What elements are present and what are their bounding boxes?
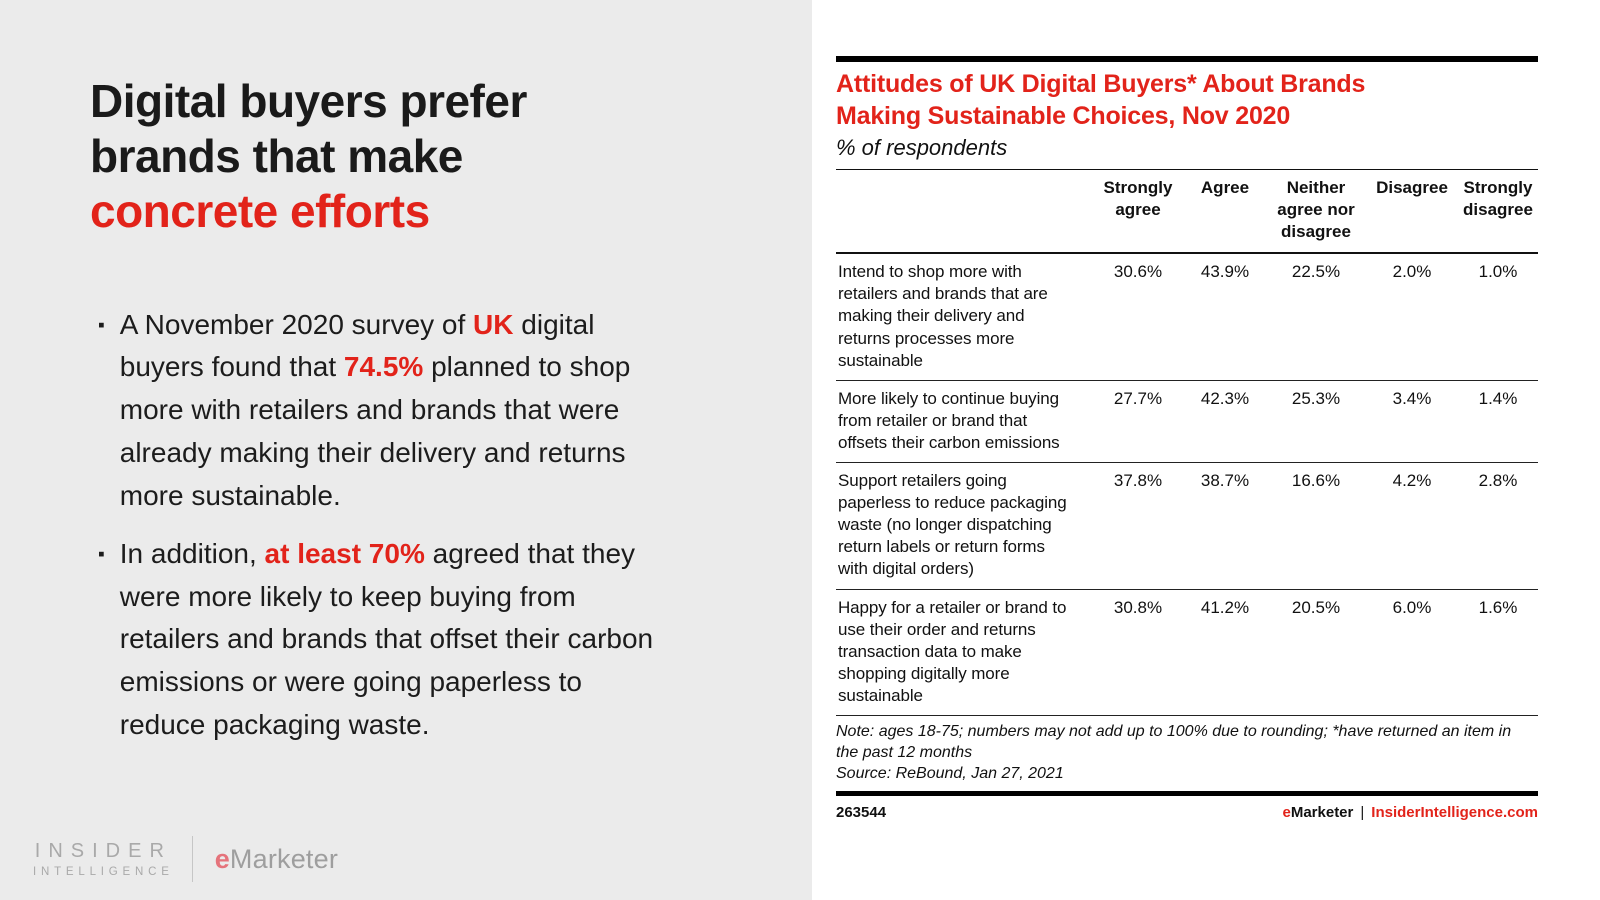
exhibit-subtitle: % of respondents (836, 135, 1008, 160)
insider-intelligence-logo: INSIDER INTELLIGENCE (33, 840, 174, 878)
table-header-row: Strongly agree Agree Neither agree nor d… (836, 169, 1538, 255)
footer-emarketer-e: e (1282, 804, 1291, 822)
bullet2-seg3: agreed that they were more likely to kee… (119, 537, 654, 741)
bullet-text-1: A November 2020 survey of UK digital buy… (120, 304, 668, 518)
bullet2-seg1: In addition, (119, 537, 265, 569)
row-value: 1.4% (1458, 380, 1538, 464)
footer-separator: | (1360, 804, 1365, 822)
slide-title-line3-accent: concrete efforts (90, 185, 430, 238)
column-header-strongly-agree: Strongly agree (1092, 169, 1184, 255)
bullet1-seg3: digital buyers found that (119, 308, 595, 383)
exhibit-top-rule (836, 56, 1538, 62)
emarketer-logo-text: Marketer (229, 843, 339, 874)
row-value: 3.4% (1366, 380, 1458, 464)
table-row: Support retailers going paperless to red… (836, 462, 1538, 590)
survey-results-table: Strongly agree Agree Neither agree nor d… (836, 169, 1538, 716)
logo-divider (191, 836, 193, 882)
corner-cell (836, 169, 1092, 255)
exhibit-title: Attitudes of UK Digital Buyers* About Br… (836, 69, 1538, 132)
bullet-text-2: In addition, at least 70% agreed that th… (120, 533, 668, 747)
row-value: 43.9% (1184, 253, 1266, 381)
bullet-item-2: ▪ In addition, at least 70% agreed that … (98, 533, 812, 747)
column-header-agree: Agree (1184, 169, 1266, 255)
bullet1-seg2-accent: UK (473, 308, 514, 340)
insider-logo-line1: INSIDER (34, 840, 172, 862)
exhibit-note: Note: ages 18-75; numbers may not add up… (836, 722, 1512, 784)
row-value: 6.0% (1366, 589, 1458, 716)
source-text: Source: ReBound, Jan 27, 2021 (836, 764, 1064, 782)
row-value: 42.3% (1184, 380, 1266, 464)
insider-logo-line2: INTELLIGENCE (33, 866, 174, 878)
exhibit-bottom-rule (836, 791, 1538, 797)
note-text: Note: ages 18-75; numbers may not add up… (836, 722, 1512, 761)
row-value: 38.7% (1184, 462, 1266, 590)
emarketer-logo-e-icon: e (214, 843, 230, 874)
bullet1-seg1: A November 2020 survey of (119, 308, 474, 340)
row-value: 25.3% (1266, 380, 1366, 464)
footer-site-link: InsiderIntelligence.com (1371, 804, 1538, 822)
row-value: 16.6% (1266, 462, 1366, 590)
row-value: 1.6% (1458, 589, 1538, 716)
row-value: 41.2% (1184, 589, 1266, 716)
row-value: 30.8% (1092, 589, 1184, 716)
bullet-square-icon: ▪ (98, 543, 105, 565)
emarketer-logo: eMarketer (215, 844, 338, 875)
exhibit-id: 263544 (836, 804, 887, 822)
row-value: 1.0% (1458, 253, 1538, 381)
bullet-item-1: ▪ A November 2020 survey of UK digital b… (98, 304, 812, 518)
row-value: 4.2% (1366, 462, 1458, 590)
row-label: More likely to continue buying from reta… (836, 380, 1092, 464)
slide-title: Digital buyers prefer brands that make c… (90, 74, 812, 240)
column-header-neither: Neither agree nor disagree (1266, 169, 1366, 255)
row-value: 37.8% (1092, 462, 1184, 590)
table-row: Intend to shop more with retailers and b… (836, 253, 1538, 381)
row-value: 30.6% (1092, 253, 1184, 381)
column-header-strongly-disagree: Strongly disagree (1458, 169, 1538, 255)
exhibit-table-card: Attitudes of UK Digital Buyers* About Br… (836, 56, 1538, 821)
bullet-square-icon: ▪ (98, 314, 105, 336)
bullet-list: ▪ A November 2020 survey of UK digital b… (98, 304, 812, 747)
row-value: 22.5% (1266, 253, 1366, 381)
brand-logos: INSIDER INTELLIGENCE eMarketer (33, 836, 338, 882)
left-panel: Digital buyers prefer brands that make c… (0, 0, 812, 900)
bullet1-seg4-accent: 74.5% (343, 351, 424, 383)
row-value: 20.5% (1266, 589, 1366, 716)
right-panel: Attitudes of UK Digital Buyers* About Br… (812, 0, 1600, 900)
row-value: 2.8% (1458, 462, 1538, 590)
slide-title-line2: brands that make (90, 130, 463, 183)
table-row: More likely to continue buying from reta… (836, 380, 1538, 464)
row-value: 2.0% (1366, 253, 1458, 381)
bullet2-seg2-accent: at least 70% (264, 537, 425, 569)
row-label: Support retailers going paperless to red… (836, 462, 1092, 590)
exhibit-title-line2: Making Sustainable Choices, Nov 2020 (836, 101, 1291, 130)
bullet1-seg5: planned to shop more with retailers and … (119, 351, 631, 511)
row-label: Happy for a retailer or brand to use the… (836, 589, 1092, 716)
exhibit-footer: 263544 eMarketer | InsiderIntelligence.com (836, 804, 1538, 821)
footer-emarketer-text: Marketer (1290, 804, 1354, 822)
row-label: Intend to shop more with retailers and b… (836, 253, 1092, 381)
slide-title-line1: Digital buyers prefer (90, 75, 527, 127)
row-value: 27.7% (1092, 380, 1184, 464)
exhibit-title-line1: Attitudes of UK Digital Buyers* About Br… (836, 70, 1366, 98)
table-row: Happy for a retailer or brand to use the… (836, 589, 1538, 716)
exhibit-footer-brand: eMarketer | InsiderIntelligence.com (1282, 804, 1538, 821)
column-header-disagree: Disagree (1366, 169, 1458, 255)
